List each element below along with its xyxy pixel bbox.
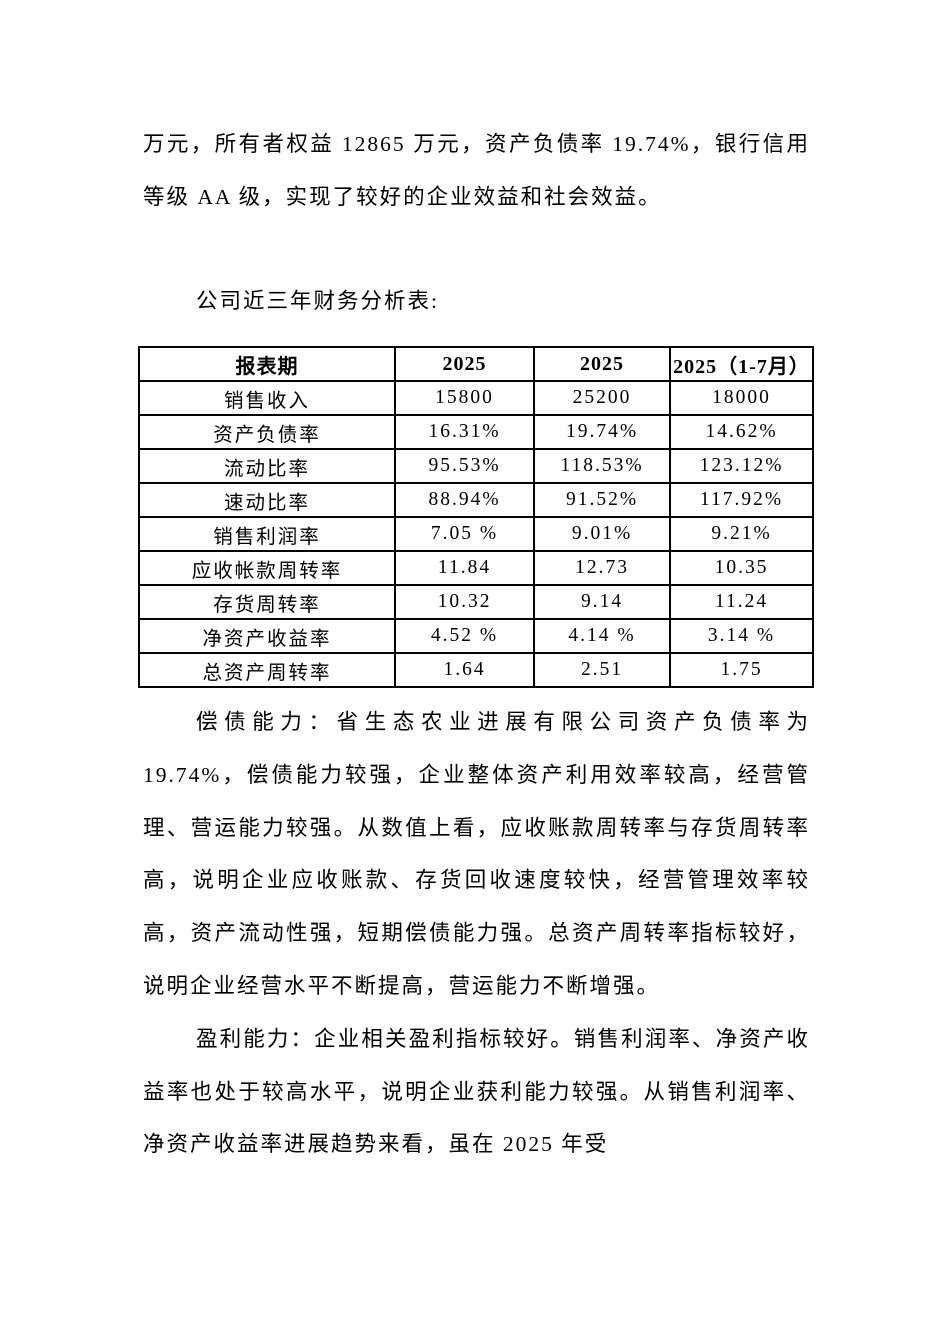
row-label: 应收帐款周转率 [138,550,396,586]
cell-value: 4.14 % [533,618,671,654]
cell-value: 14.62% [669,414,814,450]
table-row-profit-margin: 销售利润率 7.05 % 9.01% 9.21% [138,516,814,552]
analysis-paragraph-solvency: 偿债能力：省生态农业进展有限公司资产负债率为 19.74%，偿债能力较强，企业整… [143,710,810,998]
cell-value: 19.74% [533,414,671,450]
cell-value: 117.92% [669,482,814,518]
cell-value: 18000 [669,380,814,416]
table-row-inventory-turnover: 存货周转率 10.32 9.14 11.24 [138,584,814,620]
cell-value: 91.52% [533,482,671,518]
cell-value: 118.53% [533,448,671,484]
row-label: 存货周转率 [138,584,396,620]
cell-value: 4.52 % [394,618,535,654]
cell-value: 9.01% [533,516,671,552]
row-label: 资产负债率 [138,414,396,450]
cell-value: 123.12% [669,448,814,484]
cell-value: 9.21% [669,516,814,552]
header-cell-year-3: 2025（1-7月） [669,346,814,382]
cell-value: 16.31% [394,414,535,450]
table-row-current-ratio: 流动比率 95.53% 118.53% 123.12% [138,448,814,484]
analysis-paragraph-profitability: 盈利能力：企业相关盈利指标较好。销售利润率、净资产收益率也处于较高水平，说明企业… [143,1026,810,1157]
table-row-roe: 净资产收益率 4.52 % 4.14 % 3.14 % [138,618,814,654]
header-cell-report-period: 报表期 [138,346,396,382]
table-row-sales-revenue: 销售收入 15800 25200 18000 [138,380,814,416]
row-label: 净资产收益率 [138,618,396,654]
cell-value: 2.51 [533,652,671,688]
cell-value: 11.84 [394,550,535,586]
cell-value: 10.35 [669,550,814,586]
table-caption: 公司近三年财务分析表: [196,289,439,313]
cell-value: 1.64 [394,652,535,688]
cell-value: 15800 [394,380,535,416]
row-label: 流动比率 [138,448,396,484]
header-cell-year-2: 2025 [533,346,671,382]
row-label: 总资产周转率 [138,652,396,688]
document-content: 万元，所有者权益 12865 万元，资产负债率 19.74%，银行信用等级 AA… [138,0,814,1171]
cell-value: 1.75 [669,652,814,688]
cell-value: 7.05 % [394,516,535,552]
table-row-debt-ratio: 资产负债率 16.31% 19.74% 14.62% [138,414,814,450]
cell-value: 3.14 % [669,618,814,654]
cell-value: 11.24 [669,584,814,620]
table-row-receivables-turnover: 应收帐款周转率 11.84 12.73 10.35 [138,550,814,586]
cell-value: 88.94% [394,482,535,518]
intro-paragraph: 万元，所有者权益 12865 万元，资产负债率 19.74%，银行信用等级 AA… [143,132,810,209]
financial-analysis-table: 报表期 2025 2025 2025（1-7月） 销售收入 15800 2520… [138,346,814,688]
row-label: 速动比率 [138,482,396,518]
table-row-quick-ratio: 速动比率 88.94% 91.52% 117.92% [138,482,814,518]
cell-value: 95.53% [394,448,535,484]
row-label: 销售收入 [138,380,396,416]
row-label: 销售利润率 [138,516,396,552]
cell-value: 12.73 [533,550,671,586]
cell-value: 9.14 [533,584,671,620]
table-header-row: 报表期 2025 2025 2025（1-7月） [138,346,814,382]
header-cell-year-1: 2025 [394,346,535,382]
table-row-asset-turnover: 总资产周转率 1.64 2.51 1.75 [138,652,814,688]
cell-value: 25200 [533,380,671,416]
cell-value: 10.32 [394,584,535,620]
